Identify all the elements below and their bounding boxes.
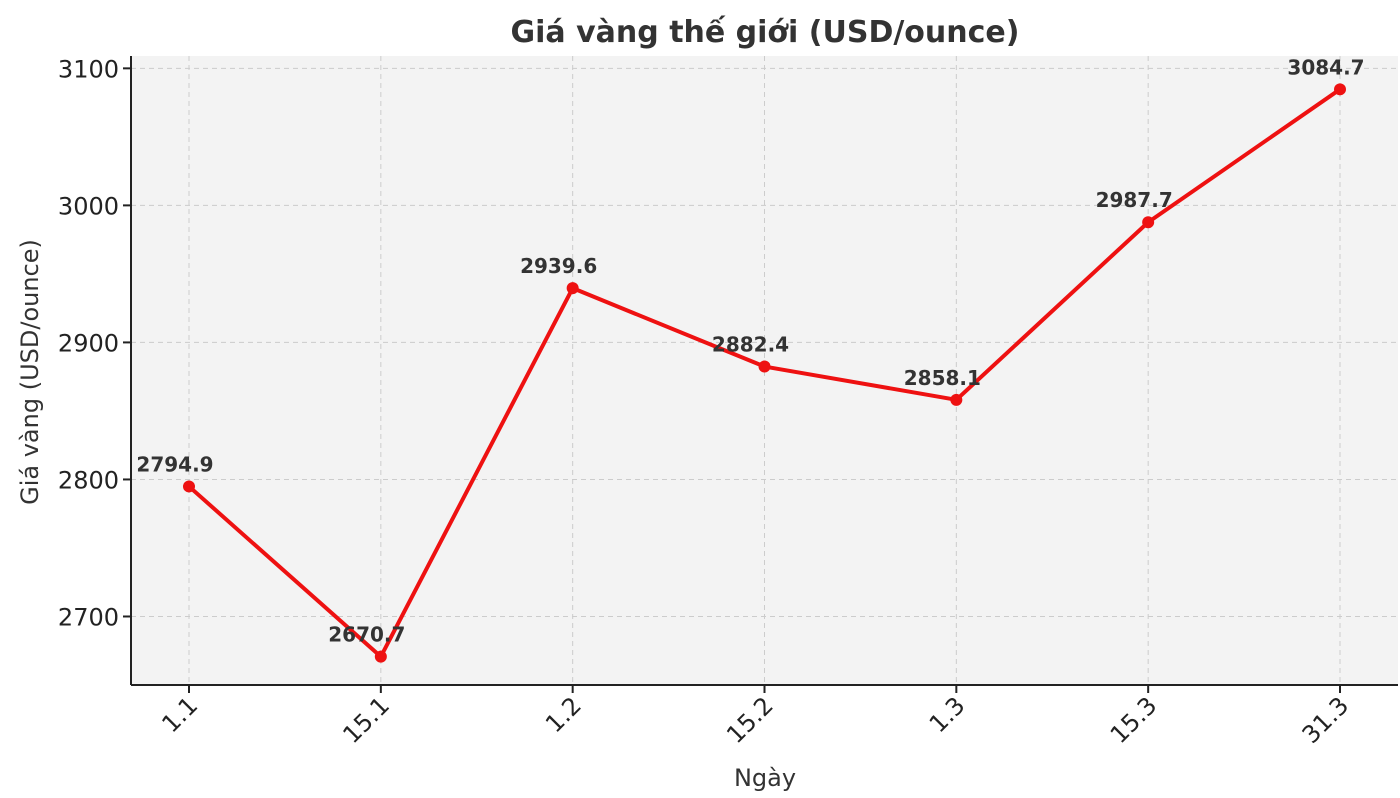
data-label: 2858.1 (904, 366, 981, 390)
y-tick-label: 2800 (58, 466, 119, 494)
y-tick-label: 2900 (58, 329, 119, 357)
x-tick-label: 15.1 (337, 691, 395, 749)
x-tick-label: 1.2 (540, 691, 587, 738)
data-label: 3084.7 (1287, 55, 1364, 79)
y-axis-title: Giá vàng (USD/ounce) (16, 239, 44, 505)
x-tick-label: 31.3 (1297, 691, 1355, 749)
x-tick-label: 1.1 (156, 691, 203, 738)
data-point (1142, 216, 1155, 229)
data-point (374, 650, 387, 663)
y-tick-label: 2700 (58, 603, 119, 631)
data-label: 2670.7 (328, 623, 405, 647)
data-label: 2987.7 (1096, 188, 1173, 212)
data-label: 2794.9 (136, 452, 213, 476)
gridlines (131, 56, 1398, 685)
data-labels: 2794.9 2670.7 2939.6 2882.4 2858.1 2987.7 3084… (136, 55, 1364, 646)
data-point (950, 393, 963, 406)
data-point (758, 360, 771, 373)
series-layer (183, 83, 1346, 663)
data-label: 2939.6 (520, 254, 597, 278)
y-tick-label: 3100 (58, 55, 119, 83)
axes: 2700 2800 2900 3000 3100 1.1 15.1 1.2 15.2 1.3 15.… (58, 55, 1398, 749)
data-label: 2882.4 (712, 333, 789, 357)
data-point (1334, 83, 1346, 96)
x-tick-label: 15.3 (1105, 691, 1163, 749)
y-tick-label: 3000 (58, 192, 119, 220)
chart-title: Giá vàng thế giới (USD/ounce) (511, 15, 1020, 50)
data-point (183, 480, 195, 493)
x-axis-title: Ngày (734, 764, 796, 792)
x-tick-label: 1.3 (924, 691, 971, 738)
data-point (566, 282, 579, 295)
x-tick-label: 15.2 (721, 691, 779, 749)
